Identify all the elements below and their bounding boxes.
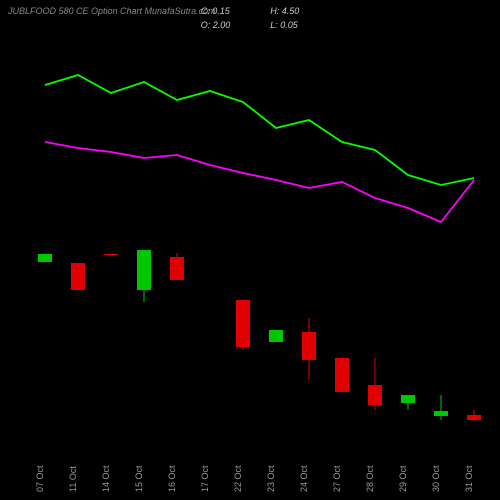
x-tick-label: 23 Oct: [266, 465, 276, 492]
x-tick-label: 14 Oct: [101, 465, 111, 492]
ohlc-readout: C: 0.15 H: 4.50 O: 2.00 L: 0.05: [201, 6, 300, 31]
indicator-line-green: [45, 75, 474, 185]
high-value: H: 4.50: [270, 6, 299, 18]
open-value: O: 2.00: [201, 20, 231, 32]
candle-body: [104, 254, 118, 255]
x-tick-label: 24 Oct: [299, 465, 309, 492]
x-tick-label: 30 Oct: [431, 465, 441, 492]
candle-body: [236, 300, 250, 347]
chart-title: JUBLFOOD 580 CE Option Chart MunafaSutra…: [8, 6, 216, 16]
x-tick-label: 17 Oct: [200, 465, 210, 492]
x-tick-label: 29 Oct: [398, 465, 408, 492]
x-tick-label: 31 Oct: [464, 465, 474, 492]
indicator-line-magenta: [45, 142, 474, 222]
low-value: L: 0.05: [270, 20, 299, 32]
candle-body: [71, 263, 85, 290]
x-tick-label: 22 Oct: [233, 465, 243, 492]
candle-body: [170, 257, 184, 280]
candle-body: [302, 332, 316, 360]
candle-body: [269, 330, 283, 342]
candle-body: [368, 385, 382, 405]
x-axis: 07 Oct 11 Oct 14 Oct 15 Oct 16 Oct 17 Oct 22 O…: [0, 440, 500, 500]
price-chart: [0, 40, 500, 440]
x-tick-label: 15 Oct: [134, 465, 144, 492]
candle-body: [38, 254, 52, 262]
x-tick-label: 28 Oct: [365, 465, 375, 492]
candle-body: [137, 250, 151, 290]
x-tick-label: 16 Oct: [167, 465, 177, 492]
candle-body: [467, 415, 481, 420]
x-tick-label: 07 Oct: [35, 465, 45, 492]
candle-body: [434, 411, 448, 416]
close-value: C: 0.15: [201, 6, 231, 18]
x-tick-label: 27 Oct: [332, 465, 342, 492]
candle-body: [335, 358, 349, 392]
chart-header: JUBLFOOD 580 CE Option Chart MunafaSutra…: [8, 6, 492, 16]
x-tick-label: 11 Oct: [68, 466, 78, 492]
candle-body: [401, 395, 415, 403]
